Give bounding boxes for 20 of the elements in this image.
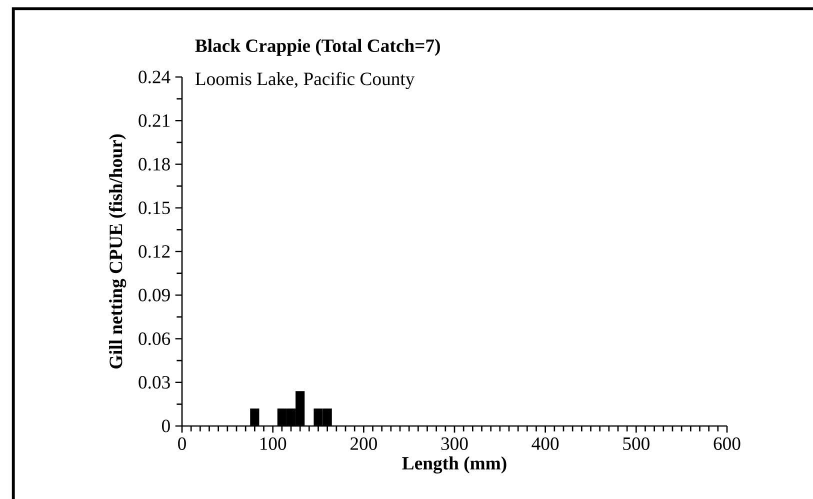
chart-subtitle: Loomis Lake, Pacific County — [195, 72, 415, 90]
x-axis-title: Length (mm) — [402, 456, 506, 474]
x-tick-label: 100 — [260, 437, 286, 450]
x-tick-label: 400 — [532, 437, 559, 450]
y-tick-label: 0.06 — [138, 332, 170, 346]
y-tick-label: 0.03 — [138, 376, 170, 389]
y-tick-label: 0.12 — [138, 245, 170, 258]
y-tick-label: 0 — [162, 420, 170, 432]
y-axis-title: Gill netting CPUE (fish/hour) — [108, 134, 126, 369]
y-tick-label: 0.21 — [138, 114, 170, 127]
y-tick-label: 0.09 — [138, 288, 170, 302]
y-tick-label: 0.18 — [138, 158, 170, 171]
x-tick-label: 200 — [350, 437, 377, 450]
chart-title: Black Crappie (Total Catch=7) — [195, 38, 440, 56]
x-tick-label: 600 — [714, 437, 740, 450]
x-tick-label: 0 — [178, 437, 186, 450]
y-tick-label: 0.24 — [138, 70, 170, 84]
x-tick-label: 300 — [441, 437, 468, 450]
x-tick-label: 500 — [623, 437, 650, 450]
y-tick-label: 0.15 — [138, 202, 170, 214]
